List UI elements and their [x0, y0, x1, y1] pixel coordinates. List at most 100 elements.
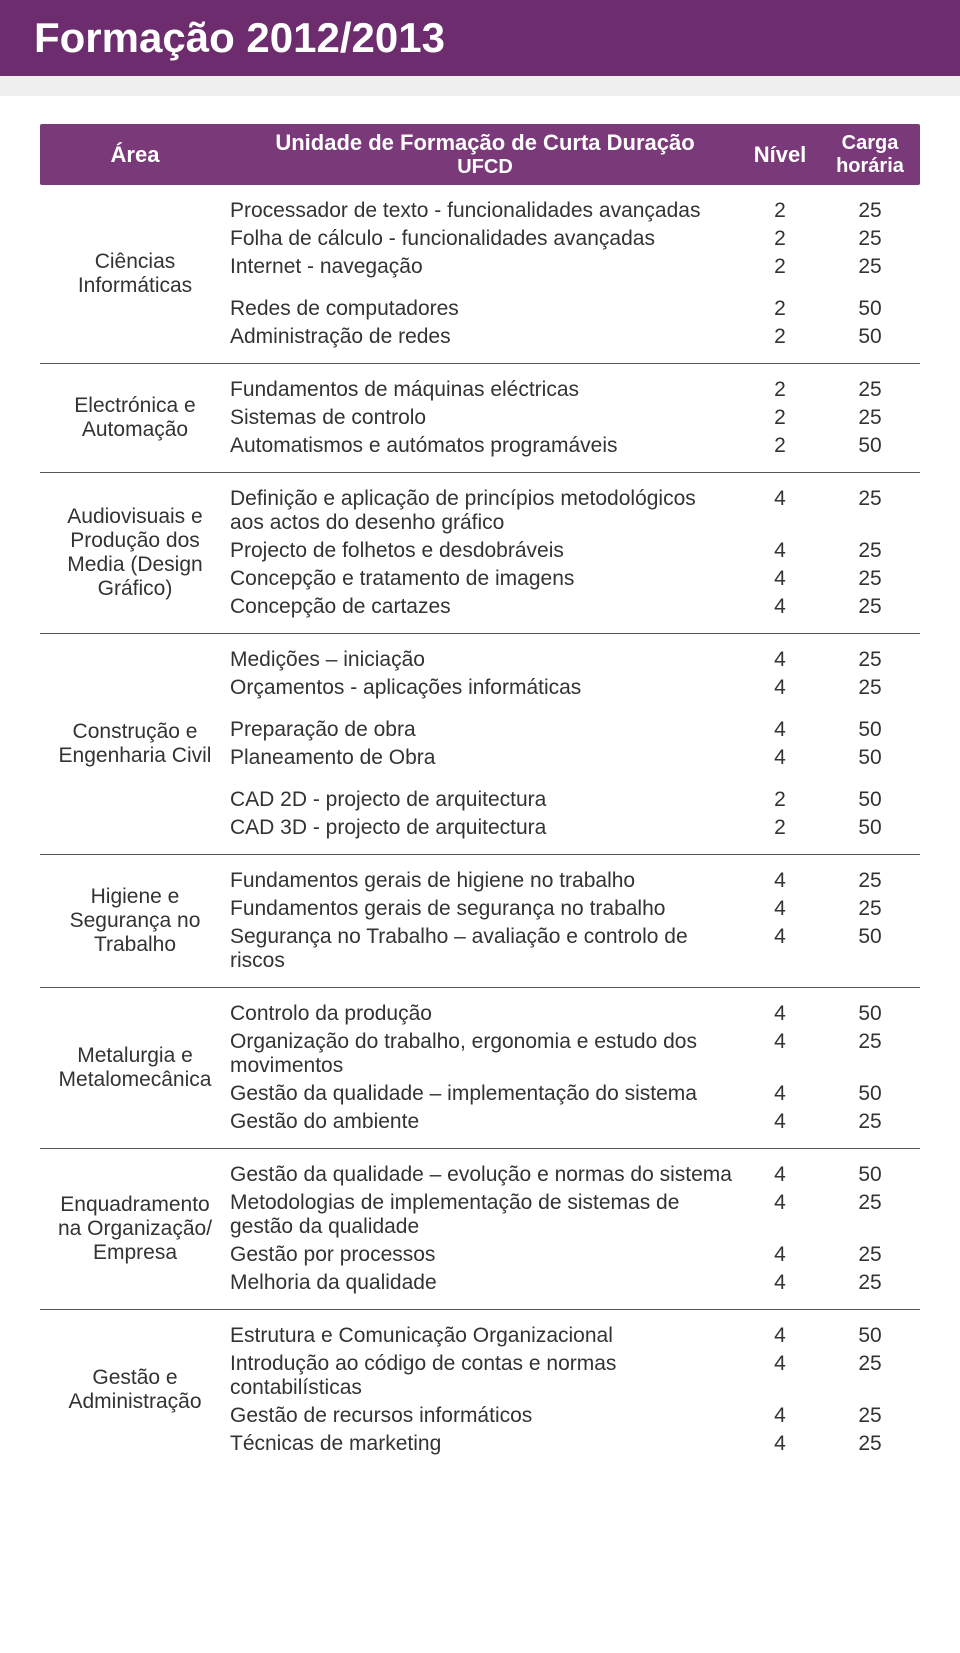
row-nivel: 4 — [740, 867, 820, 895]
row-description: Automatismos e autómatos programáveis — [230, 432, 740, 460]
row-nivel: 2 — [740, 432, 820, 460]
row-horas: 50 — [820, 1080, 920, 1108]
area-label: Enquadramento na Organização/ Empresa — [40, 1161, 230, 1297]
rows-cell: Definição e aplicação de princípios meto… — [230, 485, 920, 621]
row-description: Gestão de recursos informáticos — [230, 1402, 740, 1430]
row-description: Gestão do ambiente — [230, 1108, 740, 1136]
table-section: Electrónica e AutomaçãoFundamentos de má… — [40, 364, 920, 473]
row-description: Controlo da produção — [230, 1000, 740, 1028]
row-nivel: 4 — [740, 485, 820, 513]
row-horas: 25 — [820, 1108, 920, 1136]
group-gap — [230, 281, 920, 295]
row-description: Introdução ao código de contas e normas … — [230, 1350, 740, 1402]
row-description: Projecto de folhetos e desdobráveis — [230, 537, 740, 565]
row-nivel: 2 — [740, 253, 820, 281]
table-row: Fundamentos de máquinas eléctricas225 — [230, 376, 920, 404]
row-description: Gestão da qualidade – implementação do s… — [230, 1080, 740, 1108]
row-nivel: 2 — [740, 225, 820, 253]
row-horas: 50 — [820, 295, 920, 323]
row-horas: 25 — [820, 1269, 920, 1297]
row-description: Administração de redes — [230, 323, 740, 351]
header-area: Área — [40, 132, 230, 178]
row-horas: 50 — [820, 716, 920, 744]
area-label: Metalurgia e Metalomecânica — [40, 1000, 230, 1136]
header-ufcd: Unidade de Formação de Curta Duração UFC… — [230, 124, 740, 185]
row-horas: 25 — [820, 225, 920, 253]
table-row: Técnicas de marketing425 — [230, 1430, 920, 1458]
row-horas: 25 — [820, 895, 920, 923]
rows-cell: Gestão da qualidade – evolução e normas … — [230, 1161, 920, 1297]
header-ufcd-line1: Unidade de Formação de Curta Duração — [236, 130, 734, 156]
page-banner: Formação 2012/2013 — [0, 0, 960, 76]
table-row: Gestão da qualidade – implementação do s… — [230, 1080, 920, 1108]
area-label: Gestão e Administração — [40, 1322, 230, 1458]
row-nivel: 4 — [740, 1269, 820, 1297]
group-gap — [230, 772, 920, 786]
table-section: Ciências InformáticasProcessador de text… — [40, 185, 920, 364]
row-description: Estrutura e Comunicação Organizacional — [230, 1322, 740, 1350]
row-nivel: 2 — [740, 404, 820, 432]
header-horas: Carga horária — [820, 126, 920, 184]
row-description: Processador de texto - funcionalidades a… — [230, 197, 740, 225]
row-description: Sistemas de controlo — [230, 404, 740, 432]
table-row: Estrutura e Comunicação Organizacional45… — [230, 1322, 920, 1350]
row-description: Definição e aplicação de princípios meto… — [230, 485, 740, 537]
row-description: Melhoria da qualidade — [230, 1269, 740, 1297]
row-nivel: 4 — [740, 1108, 820, 1136]
row-nivel: 4 — [740, 716, 820, 744]
area-label: Audiovisuais e Produção dos Media (Desig… — [40, 485, 230, 621]
row-nivel: 2 — [740, 323, 820, 351]
row-nivel: 2 — [740, 786, 820, 814]
table-row: Preparação de obra450 — [230, 716, 920, 744]
row-description: Redes de computadores — [230, 295, 740, 323]
rows-cell: Processador de texto - funcionalidades a… — [230, 197, 920, 351]
row-horas: 25 — [820, 1430, 920, 1458]
row-description: Concepção e tratamento de imagens — [230, 565, 740, 593]
row-nivel: 4 — [740, 1189, 820, 1217]
row-horas: 50 — [820, 1000, 920, 1028]
row-nivel: 4 — [740, 1430, 820, 1458]
row-horas: 25 — [820, 674, 920, 702]
row-horas: 25 — [820, 1028, 920, 1056]
table-row: Folha de cálculo - funcionalidades avanç… — [230, 225, 920, 253]
row-horas: 25 — [820, 867, 920, 895]
rows-cell: Fundamentos gerais de higiene no trabalh… — [230, 867, 920, 975]
row-description: Planeamento de Obra — [230, 744, 740, 772]
row-description: CAD 2D - projecto de arquitectura — [230, 786, 740, 814]
row-horas: 25 — [820, 1241, 920, 1269]
table-row: Projecto de folhetos e desdobráveis425 — [230, 537, 920, 565]
row-nivel: 2 — [740, 814, 820, 842]
row-description: Orçamentos - aplicações informáticas — [230, 674, 740, 702]
row-description: Gestão por processos — [230, 1241, 740, 1269]
table-row: Controlo da produção450 — [230, 1000, 920, 1028]
table-row: Segurança no Trabalho – avaliação e cont… — [230, 923, 920, 975]
table-section: Gestão e AdministraçãoEstrutura e Comuni… — [40, 1310, 920, 1470]
header-ufcd-line2: UFCD — [236, 156, 734, 179]
header-horas-line2: horária — [820, 155, 920, 178]
row-horas: 25 — [820, 197, 920, 225]
table-section: Higiene e Segurança no TrabalhoFundament… — [40, 855, 920, 988]
row-horas: 25 — [820, 1402, 920, 1430]
row-description: Internet - navegação — [230, 253, 740, 281]
row-description: Fundamentos gerais de higiene no trabalh… — [230, 867, 740, 895]
table-row: Orçamentos - aplicações informáticas425 — [230, 674, 920, 702]
table-row: Concepção e tratamento de imagens425 — [230, 565, 920, 593]
table-row: CAD 3D - projecto de arquitectura250 — [230, 814, 920, 842]
row-nivel: 4 — [740, 744, 820, 772]
header-horas-line1: Carga — [820, 132, 920, 155]
row-description: CAD 3D - projecto de arquitectura — [230, 814, 740, 842]
row-horas: 25 — [820, 404, 920, 432]
row-description: Segurança no Trabalho – avaliação e cont… — [230, 923, 740, 975]
row-description: Gestão da qualidade – evolução e normas … — [230, 1161, 740, 1189]
banner-underbar — [0, 76, 960, 96]
row-description: Metodologias de implementação de sistema… — [230, 1189, 740, 1241]
row-horas: 25 — [820, 253, 920, 281]
table-row: Medições – iniciação425 — [230, 646, 920, 674]
row-nivel: 4 — [740, 1241, 820, 1269]
area-label: Construção e Engenharia Civil — [40, 646, 230, 842]
row-horas: 50 — [820, 1322, 920, 1350]
table-section: Metalurgia e MetalomecânicaControlo da p… — [40, 988, 920, 1149]
row-nivel: 2 — [740, 295, 820, 323]
row-nivel: 4 — [740, 537, 820, 565]
header-nivel: Nível — [740, 132, 820, 178]
